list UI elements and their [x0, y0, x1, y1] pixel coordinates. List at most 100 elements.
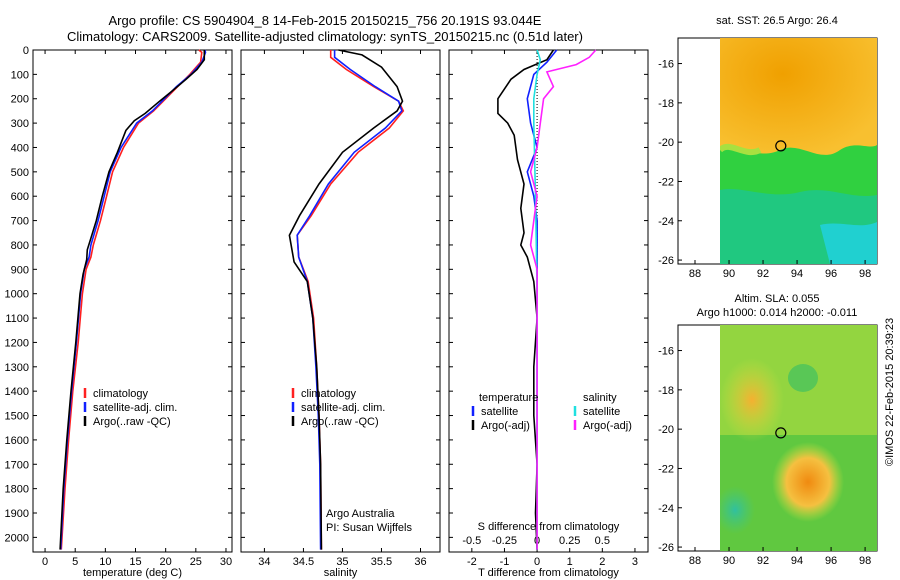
figure-title-line-1: Argo profile: CS 5904904_8 14-Feb-2015 2… — [108, 13, 542, 28]
sst-map-ytick-label: -22 — [658, 176, 674, 188]
sla-map-subtitle: Argo h1000: 0.014 h2000: -0.011 — [697, 307, 858, 319]
salinity-frame — [240, 49, 441, 553]
difference-legend-label: salinity — [583, 392, 617, 404]
salinity-legend-label: satellite-adj. clim. — [301, 402, 385, 414]
sla-map-title: Altim. SLA: 0.055 — [735, 293, 820, 305]
imos-credit: ©IMOS 22-Feb-2015 20:39:23 — [884, 318, 896, 466]
difference-xtick-label: 2 — [599, 556, 605, 568]
sla-map-xtick-label: 94 — [791, 555, 803, 567]
salinity-annotation: PI: Susan Wijffels — [326, 522, 412, 534]
sla-map-ytick-label: -26 — [658, 542, 674, 554]
depth-tick-label: 1700 — [5, 459, 29, 471]
sst-map-ytick-label: -18 — [658, 98, 674, 110]
difference-frame — [448, 49, 649, 553]
difference-xtick-label: 0 — [534, 556, 540, 568]
sla-map-xtick-label: 88 — [689, 555, 701, 567]
panel-temperature: 0100200300400500600700800900100011001200… — [5, 45, 233, 579]
depth-tick-label: 0 — [23, 45, 29, 57]
sst-map-xtick-label: 92 — [757, 268, 769, 280]
depth-tick-label: 500 — [11, 167, 29, 179]
difference-series-line — [497, 49, 555, 550]
temperature-frame — [32, 49, 233, 553]
depth-tick-label: 1400 — [5, 386, 29, 398]
salinity-annotation: Argo Australia — [326, 508, 395, 520]
difference-top-tick-label: -0.25 — [492, 535, 517, 547]
salinity-xtick-label: 34 — [258, 556, 270, 568]
sla-map-xtick-label: 90 — [723, 555, 735, 567]
sla-map-ytick-label: -18 — [658, 385, 674, 397]
sla-warm-blob-west — [720, 358, 784, 442]
sst-map-panel: sat. SST: 26.5 Argo: 26.4 88 90 92 94 96 98 -1… — [658, 15, 878, 280]
sst-map-xtick-label: 88 — [689, 268, 701, 280]
salinity-legend-label: climatology — [301, 388, 357, 400]
sla-map-ytick-label: -22 — [658, 463, 674, 475]
depth-tick-label: 1500 — [5, 411, 29, 423]
temperature-xtick-label: 10 — [99, 556, 111, 568]
temperature-xtick-label: 25 — [190, 556, 202, 568]
sla-blue-spot — [720, 486, 755, 534]
depth-tick-label: 900 — [11, 264, 29, 276]
difference-xtick-label: 3 — [632, 556, 638, 568]
salinity-xtick-label: 35.5 — [371, 556, 392, 568]
temperature-legend-label: climatology — [93, 388, 149, 400]
temperature-legend-label: Argo(..raw -QC) — [93, 416, 171, 428]
panel-difference: -2 -1 0 1 2 3 T difference from climatology -0.… — [448, 49, 649, 579]
sla-map-ytick-label: -24 — [658, 503, 674, 515]
sst-map-ytick-label: -16 — [658, 59, 674, 71]
figure-title-line-2: Climatology: CARS2009. Satellite-adjuste… — [67, 29, 583, 44]
difference-xtick-label: -2 — [467, 556, 477, 568]
sla-map-xtick-label: 92 — [757, 555, 769, 567]
salinity-xtick-label: 36 — [414, 556, 426, 568]
difference-legend-label: Argo(-adj) — [481, 420, 530, 432]
temperature-xtick-label: 5 — [72, 556, 78, 568]
difference-legend-label: temperature — [479, 392, 538, 404]
depth-tick-label: 1100 — [5, 313, 29, 325]
difference-legend-label: satellite — [481, 406, 518, 418]
salinity-series-line — [288, 49, 404, 550]
depth-tick-label: 300 — [11, 118, 29, 130]
difference-series-line — [529, 49, 597, 550]
sla-low-spot — [788, 364, 818, 392]
sst-map-xtick-label: 90 — [723, 268, 735, 280]
salinity-legend-label: Argo(..raw -QC) — [301, 416, 379, 428]
difference-top-xlabel: S difference from climatology — [478, 521, 620, 533]
difference-xlabel: T difference from climatology — [478, 567, 619, 579]
depth-tick-label: 200 — [11, 94, 29, 106]
depth-tick-label: 700 — [11, 216, 29, 228]
sst-map-xtick-label: 98 — [859, 268, 871, 280]
sla-map-ytick-label: -20 — [658, 424, 674, 436]
panel-salinity: 34 34.5 35 35.5 36 salinity climatology satelli… — [240, 49, 441, 579]
sla-map-panel: Altim. SLA: 0.055 Argo h1000: 0.014 h200… — [658, 293, 878, 567]
temperature-xtick-label: 20 — [160, 556, 172, 568]
depth-tick-label: 400 — [11, 142, 29, 154]
salinity-xtick-label: 34.5 — [293, 556, 314, 568]
temperature-xtick-label: 30 — [220, 556, 232, 568]
difference-xtick-label: -1 — [500, 556, 510, 568]
sla-map-xtick-label: 96 — [825, 555, 837, 567]
depth-tick-label: 100 — [11, 69, 29, 81]
depth-tick-label: 1900 — [5, 508, 29, 520]
sst-map-ytick-label: -26 — [658, 255, 674, 267]
sst-map-ytick-label: -24 — [658, 216, 674, 228]
sla-argo-marker — [775, 427, 787, 439]
sla-warm-blob-south — [772, 442, 844, 522]
temperature-xtick-label: 0 — [42, 556, 48, 568]
salinity-xlabel: salinity — [324, 567, 358, 579]
difference-legend-label: Argo(-adj) — [583, 420, 632, 432]
sst-cyan-region — [820, 222, 877, 264]
sst-map-ytick-label: -20 — [658, 137, 674, 149]
sst-argo-marker — [775, 140, 787, 152]
salinity-xtick-label: 35 — [336, 556, 348, 568]
difference-xtick-label: 1 — [567, 556, 573, 568]
difference-top-tick-label: 0.25 — [559, 535, 580, 547]
sst-map-title: sat. SST: 26.5 Argo: 26.4 — [716, 15, 838, 27]
depth-tick-label: 1200 — [5, 337, 29, 349]
temperature-xlabel: temperature (deg C) — [83, 567, 182, 579]
sst-map-xtick-label: 96 — [825, 268, 837, 280]
depth-tick-label: 1600 — [5, 435, 29, 447]
difference-top-tick-label: -0.5 — [462, 535, 481, 547]
depth-tick-label: 1000 — [5, 289, 29, 301]
sst-front — [720, 143, 762, 155]
temperature-xtick-label: 15 — [129, 556, 141, 568]
